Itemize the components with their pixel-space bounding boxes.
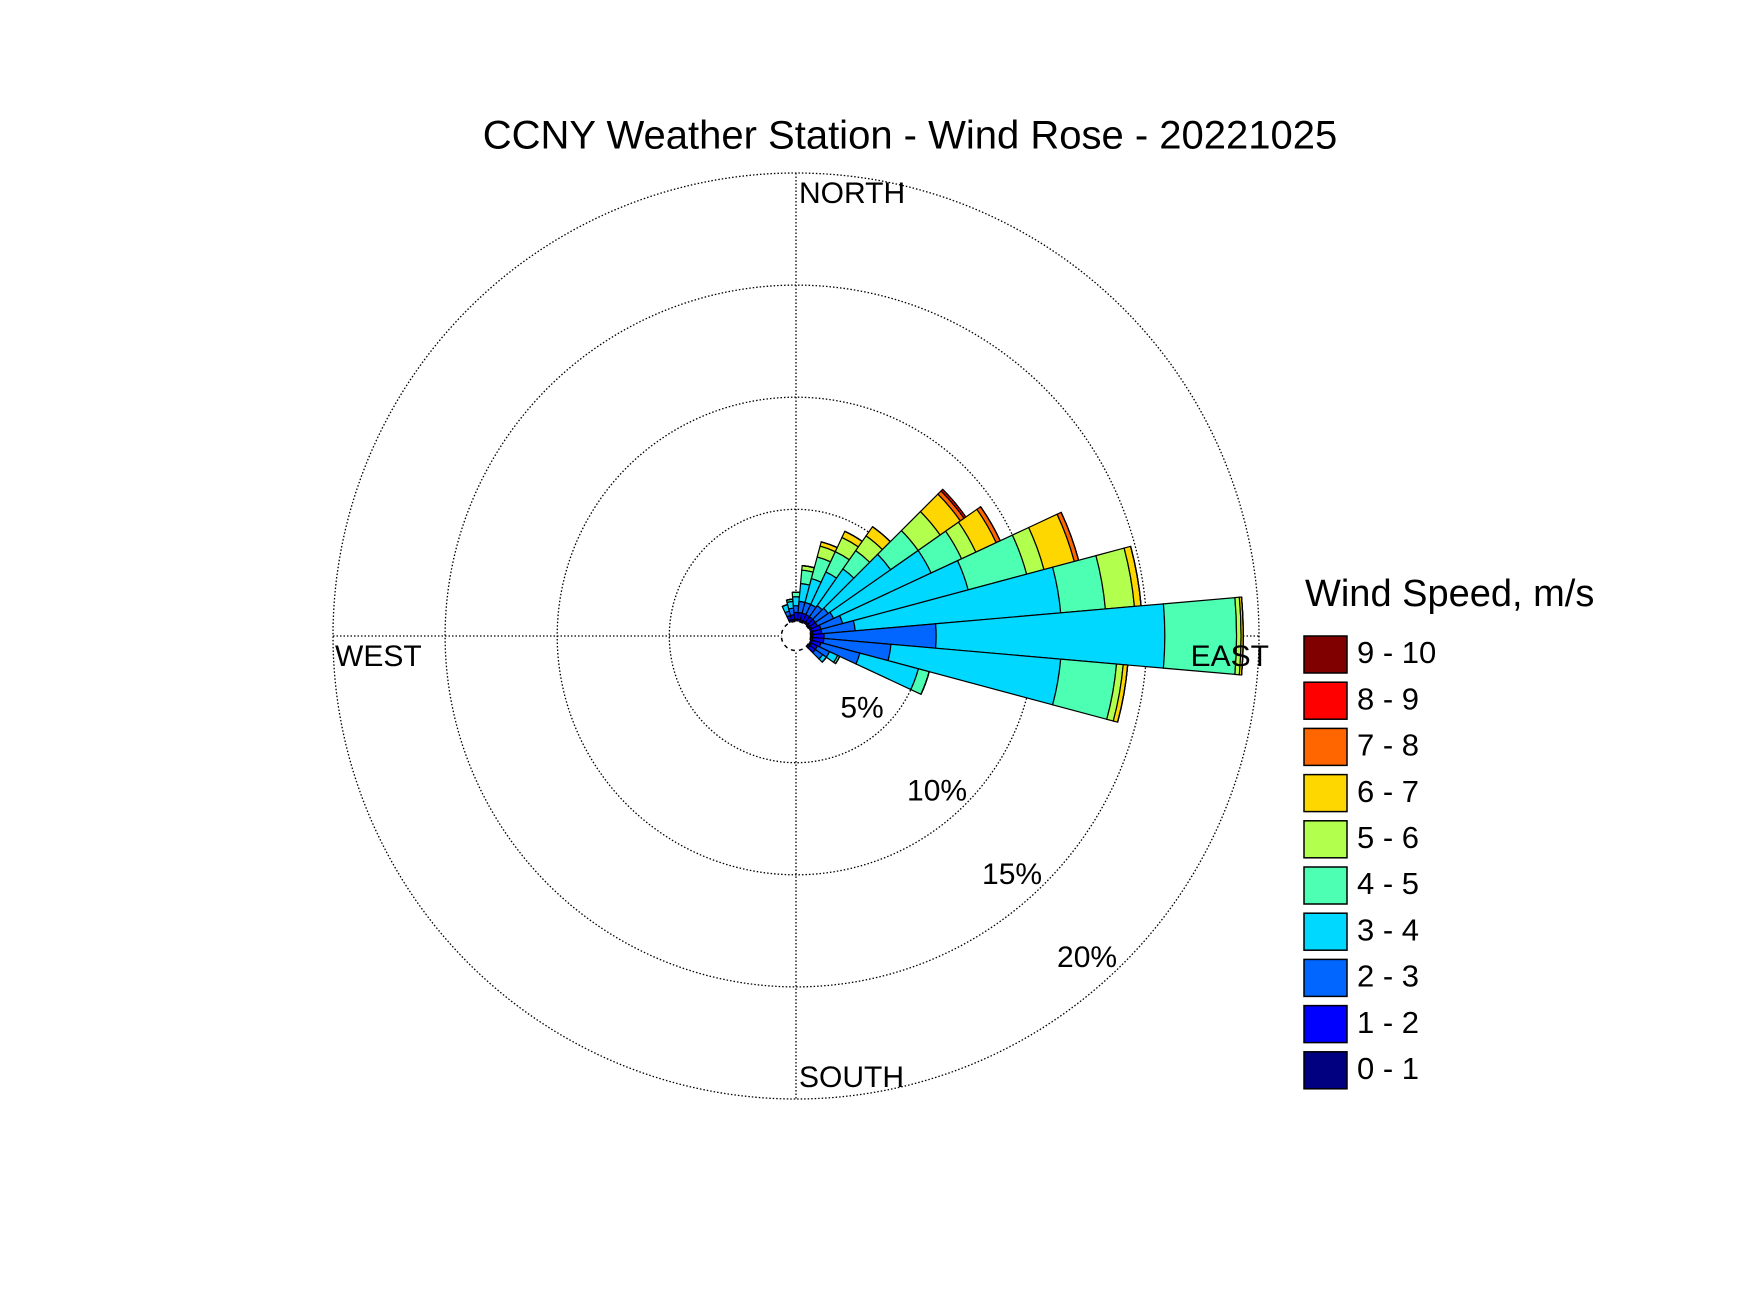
wind-sector (821, 656, 827, 663)
r-tick-label: 10% (907, 775, 967, 808)
chart-title: CCNY Weather Station - Wind Rose - 20221… (483, 114, 1338, 158)
legend-label: 2 - 3 (1357, 959, 1419, 994)
legend-label: 7 - 8 (1357, 728, 1419, 763)
r-tick-label: 15% (982, 858, 1042, 891)
legend-label: 1 - 2 (1357, 1005, 1419, 1040)
legend-swatch (1303, 773, 1348, 813)
legend-swatch (1303, 912, 1348, 951)
legend-swatch (1303, 635, 1348, 674)
legend-label: 3 - 4 (1357, 912, 1419, 947)
wind-sector (920, 671, 930, 695)
r-tick-label: 5% (840, 691, 883, 724)
legend-swatch (1303, 958, 1348, 998)
wind-sector (791, 591, 801, 598)
legend-label: 5 - 6 (1357, 820, 1419, 855)
wind-sector (1051, 658, 1118, 721)
direction-label: EAST (1191, 640, 1269, 673)
direction-label: NORTH (799, 177, 905, 210)
legend-label: 8 - 9 (1357, 681, 1419, 716)
legend-swatch (1303, 1051, 1348, 1090)
center-hole (780, 620, 812, 652)
direction-label: WEST (335, 640, 422, 673)
legend-swatch (1303, 820, 1348, 859)
legend-swatch (1303, 727, 1348, 767)
legend-swatch (1303, 866, 1348, 905)
legend-swatch (1303, 681, 1348, 720)
legend-label: 4 - 5 (1357, 866, 1419, 901)
legend-label: 0 - 1 (1357, 1051, 1419, 1086)
legend-label: 6 - 7 (1357, 774, 1419, 809)
direction-label: SOUTH (799, 1061, 904, 1094)
r-tick-label: 20% (1057, 941, 1117, 974)
legend-title: Wind Speed, m/s (1305, 573, 1594, 615)
legend-swatch (1303, 1004, 1348, 1044)
legend-label: 9 - 10 (1357, 635, 1436, 670)
wind-sector (1117, 664, 1129, 723)
